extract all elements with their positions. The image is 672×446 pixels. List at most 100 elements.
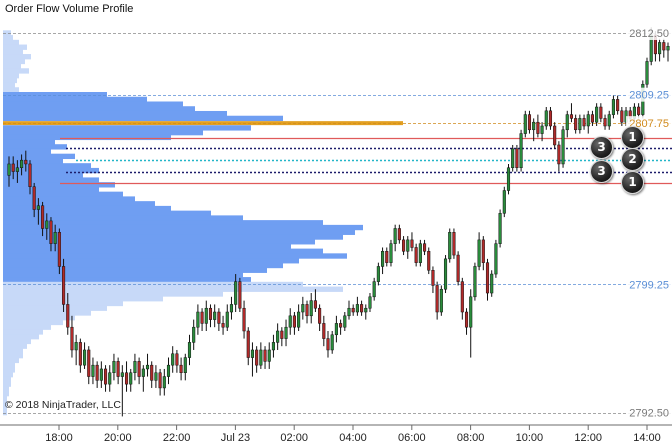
candle-down [246, 330, 250, 358]
profile-bar [3, 239, 315, 245]
profile-bar [3, 82, 15, 88]
candle-up [334, 323, 338, 336]
candle-up [519, 133, 523, 168]
candle-up [259, 349, 263, 366]
candle-down [305, 304, 309, 317]
profile-bar [3, 352, 23, 359]
profile-bar [3, 248, 323, 254]
profile-bar [3, 267, 267, 273]
candle-up [45, 220, 49, 229]
candle-up [607, 114, 611, 127]
time-axis-label: 06:00 [398, 432, 426, 444]
candle-down [158, 372, 162, 389]
candle-up [284, 326, 288, 339]
candle-up [368, 296, 372, 309]
candle-down [150, 364, 154, 381]
candle-up [204, 307, 208, 324]
profile-bar [3, 77, 17, 84]
profile-bar [3, 296, 163, 302]
chart-title: Order Flow Volume Profile [5, 3, 134, 15]
candle-up [213, 311, 217, 320]
profile-bar [3, 163, 91, 169]
candle-down [553, 125, 557, 146]
profile-bar [3, 148, 51, 155]
profile-bar [3, 92, 107, 98]
candle-up [477, 239, 481, 267]
candle-down [351, 307, 355, 313]
profile-bar [3, 348, 23, 354]
candle-down [456, 254, 460, 282]
profile-bar [3, 215, 243, 221]
candle-down [221, 323, 225, 328]
candle-up [162, 376, 166, 389]
profile-bar [3, 186, 99, 193]
profile-bar [3, 390, 9, 397]
candle-up [192, 326, 196, 343]
candle-up [301, 304, 305, 313]
candle-down [318, 307, 322, 324]
profile-bar [3, 395, 7, 402]
profile-bar [3, 386, 9, 392]
candle-down [527, 114, 532, 131]
profile-bar [3, 191, 123, 197]
profile-bar [3, 49, 23, 55]
candle-down [515, 148, 519, 169]
candle-up [586, 114, 590, 127]
candle-down [481, 239, 485, 263]
profile-bar [3, 39, 19, 46]
profile-bar [3, 87, 19, 93]
profile-bar [3, 139, 55, 145]
profile-bar [3, 153, 75, 160]
candle-down [313, 300, 317, 309]
candle-down [238, 281, 242, 309]
candle-down [280, 330, 284, 339]
profile-bar [3, 167, 99, 174]
profile-bar [3, 101, 183, 107]
candle-up [645, 61, 649, 85]
candle-up [376, 266, 380, 282]
time-axis-label: 10:00 [516, 432, 544, 444]
profile-bar [3, 58, 25, 65]
candle-down [217, 311, 221, 324]
time-axis-label: 20:00 [104, 432, 132, 444]
profile-bar [3, 262, 283, 269]
profile-bar [3, 286, 343, 292]
profile-bar [3, 35, 13, 41]
candle-up [658, 42, 662, 55]
candle-down [574, 118, 578, 131]
profile-bar [3, 44, 27, 50]
candle-down [557, 144, 561, 165]
candle-up [389, 243, 393, 263]
candle-up [381, 251, 385, 267]
candle-up [53, 232, 57, 244]
candle-up [120, 372, 124, 377]
candle-up [229, 304, 234, 313]
candle-up [276, 330, 280, 343]
profile-bar [3, 277, 251, 283]
candle-up [448, 232, 452, 260]
price-axis-label: 2807.75 [629, 118, 669, 130]
profile-bar [3, 291, 223, 297]
candle-down [435, 285, 439, 313]
candle-down [70, 326, 74, 351]
candle-up [443, 258, 448, 290]
candle-down [137, 361, 141, 377]
profile-bar [3, 400, 7, 406]
candle-up [439, 288, 443, 313]
candle-up [250, 349, 254, 358]
profile-bar [3, 324, 51, 330]
price-label-bg [626, 87, 672, 102]
price-axis-label: 2792.50 [629, 408, 669, 420]
candle-up [108, 372, 112, 385]
candle-down [62, 266, 66, 305]
candle-up [309, 300, 313, 317]
candle-up [267, 349, 271, 362]
profile-bar [3, 220, 323, 226]
time-axis-label: 02:00 [280, 432, 308, 444]
candle-down [326, 338, 330, 351]
candle-up [347, 307, 351, 317]
candle-down [620, 110, 624, 123]
candle-down [32, 186, 36, 210]
